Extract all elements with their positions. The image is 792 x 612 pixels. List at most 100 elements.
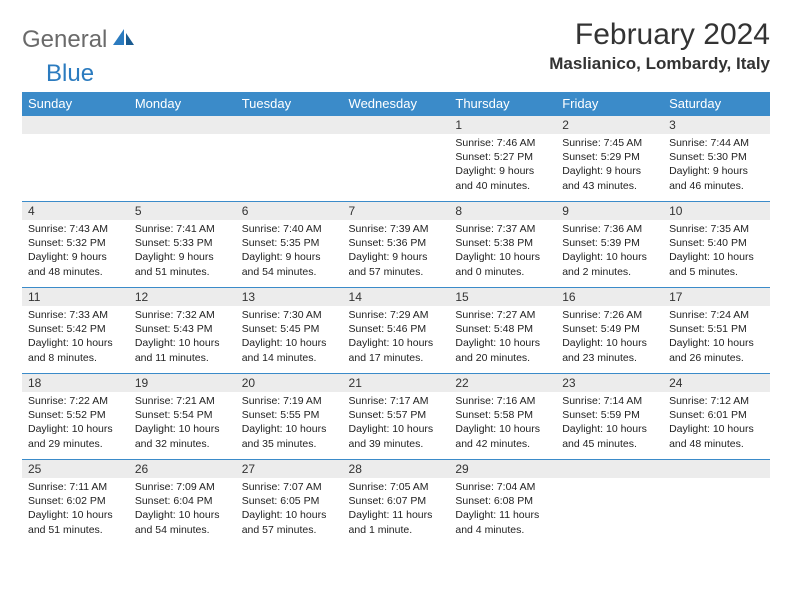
calendar-week: 1Sunrise: 7:46 AMSunset: 5:27 PMDaylight… xyxy=(22,116,770,202)
day-number: 12 xyxy=(129,288,236,306)
calendar-cell xyxy=(343,116,450,202)
day-details: Sunrise: 7:45 AMSunset: 5:29 PMDaylight:… xyxy=(556,134,663,197)
day-details: Sunrise: 7:09 AMSunset: 6:04 PMDaylight:… xyxy=(129,478,236,541)
day-number: 26 xyxy=(129,460,236,478)
day-number: 15 xyxy=(449,288,556,306)
day-details xyxy=(343,134,450,140)
day-details xyxy=(129,134,236,140)
day-number: 27 xyxy=(236,460,343,478)
day-header: Thursday xyxy=(449,92,556,116)
day-details: Sunrise: 7:16 AMSunset: 5:58 PMDaylight:… xyxy=(449,392,556,455)
day-number: 17 xyxy=(663,288,770,306)
day-details: Sunrise: 7:29 AMSunset: 5:46 PMDaylight:… xyxy=(343,306,450,369)
calendar-cell: 18Sunrise: 7:22 AMSunset: 5:52 PMDayligh… xyxy=(22,374,129,460)
calendar-week: 25Sunrise: 7:11 AMSunset: 6:02 PMDayligh… xyxy=(22,460,770,546)
calendar-cell: 8Sunrise: 7:37 AMSunset: 5:38 PMDaylight… xyxy=(449,202,556,288)
day-number xyxy=(663,460,770,478)
calendar-table: SundayMondayTuesdayWednesdayThursdayFrid… xyxy=(22,92,770,546)
day-number: 9 xyxy=(556,202,663,220)
day-number: 8 xyxy=(449,202,556,220)
day-number xyxy=(129,116,236,134)
day-number xyxy=(343,116,450,134)
day-number xyxy=(22,116,129,134)
day-number xyxy=(236,116,343,134)
page-title: February 2024 xyxy=(549,18,770,52)
calendar-week: 18Sunrise: 7:22 AMSunset: 5:52 PMDayligh… xyxy=(22,374,770,460)
day-details: Sunrise: 7:05 AMSunset: 6:07 PMDaylight:… xyxy=(343,478,450,541)
day-details: Sunrise: 7:11 AMSunset: 6:02 PMDaylight:… xyxy=(22,478,129,541)
day-number: 4 xyxy=(22,202,129,220)
day-header: Friday xyxy=(556,92,663,116)
day-header: Saturday xyxy=(663,92,770,116)
day-number: 18 xyxy=(22,374,129,392)
calendar-cell: 29Sunrise: 7:04 AMSunset: 6:08 PMDayligh… xyxy=(449,460,556,546)
day-number: 3 xyxy=(663,116,770,134)
calendar-cell xyxy=(129,116,236,202)
day-details: Sunrise: 7:17 AMSunset: 5:57 PMDaylight:… xyxy=(343,392,450,455)
day-details xyxy=(663,478,770,484)
day-header: Tuesday xyxy=(236,92,343,116)
calendar-cell: 27Sunrise: 7:07 AMSunset: 6:05 PMDayligh… xyxy=(236,460,343,546)
calendar-cell: 3Sunrise: 7:44 AMSunset: 5:30 PMDaylight… xyxy=(663,116,770,202)
day-details: Sunrise: 7:41 AMSunset: 5:33 PMDaylight:… xyxy=(129,220,236,283)
logo-text-general: General xyxy=(22,26,107,54)
day-number: 5 xyxy=(129,202,236,220)
day-number: 13 xyxy=(236,288,343,306)
day-details: Sunrise: 7:36 AMSunset: 5:39 PMDaylight:… xyxy=(556,220,663,283)
calendar-cell: 19Sunrise: 7:21 AMSunset: 5:54 PMDayligh… xyxy=(129,374,236,460)
day-number: 25 xyxy=(22,460,129,478)
calendar-cell xyxy=(556,460,663,546)
calendar-cell: 25Sunrise: 7:11 AMSunset: 6:02 PMDayligh… xyxy=(22,460,129,546)
day-details: Sunrise: 7:21 AMSunset: 5:54 PMDaylight:… xyxy=(129,392,236,455)
day-number: 19 xyxy=(129,374,236,392)
day-details: Sunrise: 7:27 AMSunset: 5:48 PMDaylight:… xyxy=(449,306,556,369)
day-number: 28 xyxy=(343,460,450,478)
calendar-cell: 16Sunrise: 7:26 AMSunset: 5:49 PMDayligh… xyxy=(556,288,663,374)
day-number: 24 xyxy=(663,374,770,392)
day-header: Sunday xyxy=(22,92,129,116)
calendar-cell: 26Sunrise: 7:09 AMSunset: 6:04 PMDayligh… xyxy=(129,460,236,546)
day-header: Monday xyxy=(129,92,236,116)
calendar-cell: 21Sunrise: 7:17 AMSunset: 5:57 PMDayligh… xyxy=(343,374,450,460)
day-number: 16 xyxy=(556,288,663,306)
day-details: Sunrise: 7:37 AMSunset: 5:38 PMDaylight:… xyxy=(449,220,556,283)
day-details: Sunrise: 7:07 AMSunset: 6:05 PMDaylight:… xyxy=(236,478,343,541)
calendar-cell: 10Sunrise: 7:35 AMSunset: 5:40 PMDayligh… xyxy=(663,202,770,288)
calendar-cell: 11Sunrise: 7:33 AMSunset: 5:42 PMDayligh… xyxy=(22,288,129,374)
calendar-week: 4Sunrise: 7:43 AMSunset: 5:32 PMDaylight… xyxy=(22,202,770,288)
day-number: 20 xyxy=(236,374,343,392)
logo: General xyxy=(22,26,137,54)
day-details: Sunrise: 7:19 AMSunset: 5:55 PMDaylight:… xyxy=(236,392,343,455)
day-details: Sunrise: 7:44 AMSunset: 5:30 PMDaylight:… xyxy=(663,134,770,197)
day-details: Sunrise: 7:04 AMSunset: 6:08 PMDaylight:… xyxy=(449,478,556,541)
day-header: Wednesday xyxy=(343,92,450,116)
day-number: 10 xyxy=(663,202,770,220)
day-details: Sunrise: 7:24 AMSunset: 5:51 PMDaylight:… xyxy=(663,306,770,369)
day-number: 1 xyxy=(449,116,556,134)
day-details: Sunrise: 7:43 AMSunset: 5:32 PMDaylight:… xyxy=(22,220,129,283)
day-number: 23 xyxy=(556,374,663,392)
calendar-cell: 20Sunrise: 7:19 AMSunset: 5:55 PMDayligh… xyxy=(236,374,343,460)
calendar-cell: 24Sunrise: 7:12 AMSunset: 6:01 PMDayligh… xyxy=(663,374,770,460)
calendar-cell: 13Sunrise: 7:30 AMSunset: 5:45 PMDayligh… xyxy=(236,288,343,374)
day-details: Sunrise: 7:14 AMSunset: 5:59 PMDaylight:… xyxy=(556,392,663,455)
calendar-cell: 15Sunrise: 7:27 AMSunset: 5:48 PMDayligh… xyxy=(449,288,556,374)
day-number: 14 xyxy=(343,288,450,306)
sail-icon xyxy=(111,27,135,52)
calendar-cell xyxy=(236,116,343,202)
calendar-cell: 12Sunrise: 7:32 AMSunset: 5:43 PMDayligh… xyxy=(129,288,236,374)
calendar-cell: 4Sunrise: 7:43 AMSunset: 5:32 PMDaylight… xyxy=(22,202,129,288)
day-number: 29 xyxy=(449,460,556,478)
day-details: Sunrise: 7:40 AMSunset: 5:35 PMDaylight:… xyxy=(236,220,343,283)
calendar-cell xyxy=(663,460,770,546)
logo-text-blue: Blue xyxy=(46,60,94,87)
calendar-cell: 17Sunrise: 7:24 AMSunset: 5:51 PMDayligh… xyxy=(663,288,770,374)
calendar-week: 11Sunrise: 7:33 AMSunset: 5:42 PMDayligh… xyxy=(22,288,770,374)
day-details xyxy=(556,478,663,484)
day-details: Sunrise: 7:46 AMSunset: 5:27 PMDaylight:… xyxy=(449,134,556,197)
day-number xyxy=(556,460,663,478)
calendar-cell: 6Sunrise: 7:40 AMSunset: 5:35 PMDaylight… xyxy=(236,202,343,288)
day-header-row: SundayMondayTuesdayWednesdayThursdayFrid… xyxy=(22,92,770,116)
calendar-cell: 23Sunrise: 7:14 AMSunset: 5:59 PMDayligh… xyxy=(556,374,663,460)
day-details: Sunrise: 7:39 AMSunset: 5:36 PMDaylight:… xyxy=(343,220,450,283)
